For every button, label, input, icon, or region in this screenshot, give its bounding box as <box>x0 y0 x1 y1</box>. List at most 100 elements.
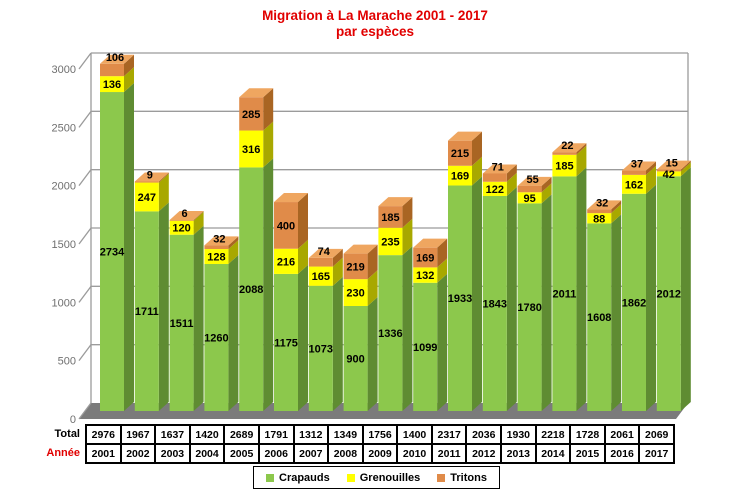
bar-top-tritons-2008 <box>343 244 378 254</box>
bar-side-tritons-2002 <box>158 172 169 183</box>
bar-value-grenouilles-2003: 120 <box>172 223 190 235</box>
bar-value-grenouilles-2004: 128 <box>207 252 225 264</box>
bar-2003: 1511 120 6 <box>169 208 204 411</box>
y-axis: 0 500 1000 1500 2000 2500 3000 <box>52 52 92 426</box>
bar-value-crapauds-2017: 2012 <box>657 289 681 301</box>
bar-value-tritons-2017: 15 <box>666 158 678 170</box>
bar-side-tritons-2006 <box>298 193 308 249</box>
bar-2014: 2011 185 22 <box>552 140 587 411</box>
bar-2006: 1175 216 400 <box>274 193 308 411</box>
bar-2004: 1260 128 32 <box>204 233 239 411</box>
bar-2005: 2088 316 285 <box>239 88 274 411</box>
bar-side-crapauds-2003 <box>193 225 204 411</box>
bar-front-crapauds-2002 <box>134 211 159 411</box>
bar-value-crapauds-2006: 1175 <box>274 337 298 349</box>
bar-2015: 1608 88 32 <box>587 197 622 411</box>
bar-front-tritons-2017 <box>656 169 681 172</box>
bar-value-grenouilles-2013: 95 <box>523 193 535 205</box>
year-cell-2012: 2012 <box>466 444 502 463</box>
bar-side-crapauds-2006 <box>298 264 308 411</box>
bar-2012: 1843 122 71 <box>483 161 517 411</box>
legend-item-crapauds: Crapauds <box>266 472 330 484</box>
bar-top-tritons-2005 <box>239 88 274 98</box>
bar-front-tritons-2006 <box>274 202 298 249</box>
bar-front-tritons-2003 <box>169 220 194 221</box>
legend-label-crapauds: Crapauds <box>279 471 330 484</box>
bar-top-tritons-2003 <box>169 211 204 221</box>
bar-front-grenouilles-2014 <box>552 154 577 177</box>
y-axis-label: 2500 <box>52 122 76 134</box>
bar-front-grenouilles-2007 <box>308 266 333 286</box>
bar-front-grenouilles-2011 <box>448 165 472 186</box>
year-cell-2009: 2009 <box>362 444 398 463</box>
bar-2002: 1711 247 9 <box>134 170 169 411</box>
total-cell-2013: 1930 <box>501 425 536 444</box>
bar-side-crapauds-2012 <box>506 186 517 411</box>
bar-side-grenouilles-2009 <box>402 218 413 256</box>
grenouilles-swatch-icon <box>346 473 355 482</box>
bar-front-crapauds-2008 <box>343 306 368 411</box>
y-axis-label: 3000 <box>52 64 76 76</box>
bar-side-crapauds-2010 <box>437 273 448 411</box>
bar-side-grenouilles-2006 <box>298 239 308 274</box>
bar-front-crapauds-2016 <box>622 193 646 411</box>
bar-value-grenouilles-2002: 247 <box>138 192 156 204</box>
bar-front-tritons-2013 <box>517 185 542 193</box>
bar-side-grenouilles-2007 <box>332 257 343 286</box>
bar-front-grenouilles-2003 <box>169 220 194 235</box>
legend-item-tritons: Tritons <box>437 472 487 484</box>
bar-side-grenouilles-2015 <box>611 204 622 224</box>
bar-front-tritons-2014 <box>552 152 577 155</box>
bar-value-grenouilles-2015: 88 <box>593 213 605 225</box>
bar-side-tritons-2014 <box>576 143 587 155</box>
bar-value-grenouilles-2010: 132 <box>416 270 434 282</box>
bar-value-tritons-2004: 32 <box>213 233 225 245</box>
bar-front-crapauds-2009 <box>378 255 403 411</box>
bar-value-crapauds-2009: 1336 <box>378 328 402 340</box>
bars-layer: 2734 136 106 1711 247 9 1511 120 6 1260 128 32 2088 3… <box>100 52 691 412</box>
legend-label-grenouilles: Grenouilles <box>359 471 421 484</box>
bar-side-tritons-2015 <box>611 200 622 214</box>
chart-title-line2: par espèces <box>335 24 415 39</box>
y-axis-label: 0 <box>70 414 76 426</box>
bar-side-crapauds-2002 <box>158 202 169 411</box>
total-cell-2014: 2218 <box>535 425 571 444</box>
bar-side-grenouilles-2001 <box>124 67 134 93</box>
bar-front-crapauds-2015 <box>587 223 612 411</box>
y-tick-0 <box>78 402 92 420</box>
bar-front-crapauds-2001 <box>100 92 124 412</box>
tritons-swatch-icon <box>437 473 446 482</box>
bar-value-crapauds-2005: 2088 <box>239 284 263 296</box>
bar-front-grenouilles-2012 <box>482 181 507 196</box>
bar-value-tritons-2016: 37 <box>631 159 643 171</box>
bar-top-tritons-2001 <box>100 54 134 64</box>
bar-value-crapauds-2004: 1260 <box>204 333 228 345</box>
bar-value-crapauds-2010: 1099 <box>413 342 437 354</box>
bar-value-crapauds-2003: 1511 <box>170 318 194 330</box>
bar-value-crapauds-2008: 900 <box>346 354 364 366</box>
bar-front-grenouilles-2015 <box>587 213 612 224</box>
bar-front-tritons-2005 <box>239 97 264 131</box>
bar-front-grenouilles-2005 <box>239 130 264 168</box>
bar-2016: 1862 162 37 <box>622 159 656 411</box>
bar-value-crapauds-2001: 2734 <box>100 247 125 259</box>
total-row-label: Total <box>54 428 80 440</box>
bar-side-crapauds-2007 <box>332 276 343 411</box>
bar-front-grenouilles-2001 <box>100 76 124 93</box>
bar-side-grenouilles-2003 <box>193 211 204 235</box>
bar-2001: 2734 136 106 <box>100 52 134 412</box>
bar-front-tritons-2007 <box>308 257 333 267</box>
bar-value-tritons-2011: 215 <box>451 148 469 160</box>
y-tick-3000 <box>78 52 92 70</box>
bar-front-crapauds-2006 <box>274 273 298 411</box>
bar-side-grenouilles-2005 <box>263 121 274 168</box>
bar-front-crapauds-2007 <box>308 285 333 411</box>
bar-front-crapauds-2004 <box>204 264 229 411</box>
total-cell-2012: 2036 <box>466 425 502 444</box>
bar-front-grenouilles-2006 <box>274 248 298 274</box>
bar-side-grenouilles-2008 <box>367 270 378 306</box>
bar-front-grenouilles-2002 <box>134 182 159 212</box>
bar-2007: 1073 165 74 <box>309 246 343 411</box>
bar-top-tritons-2002 <box>134 172 169 182</box>
